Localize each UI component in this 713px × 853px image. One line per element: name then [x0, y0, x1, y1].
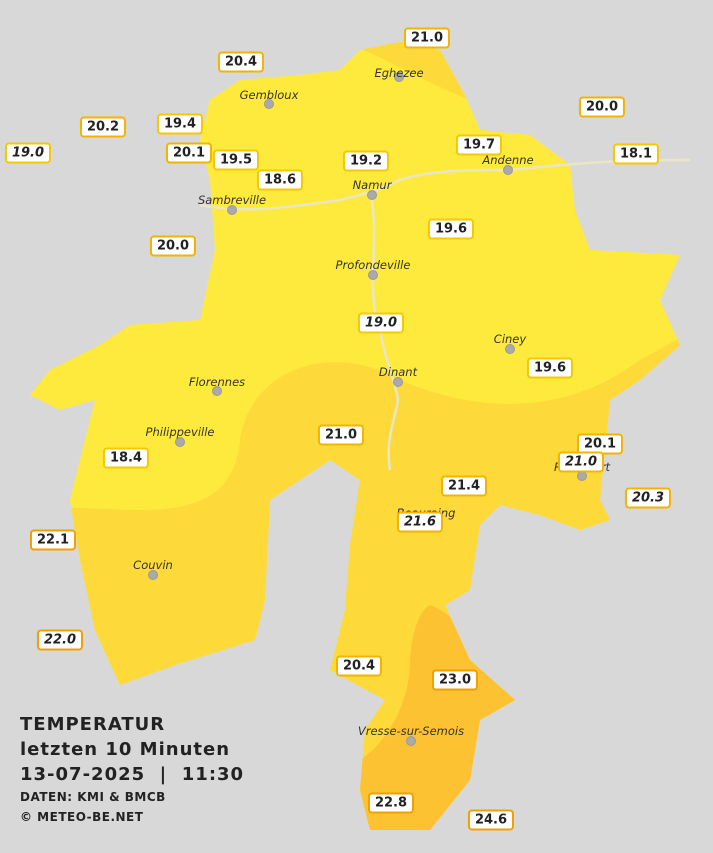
river — [199, 158, 691, 211]
city-dot — [175, 437, 185, 447]
station-value: 20.4 — [217, 51, 265, 73]
station-value: 18.6 — [256, 169, 304, 191]
title: TEMPERATUR — [20, 714, 166, 735]
river — [369, 194, 400, 471]
station-value: 20.3 — [624, 487, 672, 509]
station-value: 21.4 — [440, 475, 488, 497]
source: DATEN: KMI & BMCB — [20, 790, 166, 804]
city-dot — [367, 190, 377, 200]
city-label: Gembloux — [239, 88, 299, 102]
station-value: 22.1 — [29, 529, 77, 551]
station-value: 19.0 — [4, 142, 52, 164]
city-dot — [227, 205, 237, 215]
station-value: 19.5 — [212, 149, 260, 171]
city-dot — [393, 377, 403, 387]
legend-header: TEMPERATUR letzten 10 Minuten 13-07-2025… — [20, 712, 244, 827]
city-dot — [503, 165, 513, 175]
station-value: 18.4 — [102, 447, 150, 469]
station-value: 20.2 — [79, 116, 127, 138]
station-value: 19.0 — [357, 312, 405, 334]
station-value: 18.1 — [612, 143, 660, 165]
station-value: 21.0 — [403, 27, 451, 49]
city-label: Eghezee — [374, 66, 424, 80]
city-label: Andenne — [482, 153, 534, 167]
station-value: 19.6 — [427, 218, 475, 240]
station-value: 19.7 — [455, 134, 503, 156]
city-label: Vresse-sur-Semois — [357, 724, 465, 738]
station-value: 21.6 — [396, 511, 444, 533]
city-label: Sambreville — [197, 193, 267, 207]
city-label: Namur — [352, 178, 392, 192]
subtitle: letzten 10 Minuten — [20, 739, 231, 760]
city-dot — [212, 386, 222, 396]
station-value: 20.0 — [578, 96, 626, 118]
copyright: © METEO-BE.NET — [20, 810, 144, 824]
station-value: 21.0 — [317, 424, 365, 446]
station-value: 22.8 — [367, 792, 415, 814]
station-value: 21.0 — [557, 451, 605, 473]
station-value: 24.6 — [467, 809, 515, 831]
city-dot — [148, 570, 158, 580]
station-value: 23.0 — [431, 669, 479, 691]
city-dot — [394, 72, 404, 82]
station-value: 20.0 — [149, 235, 197, 257]
station-value: 19.6 — [526, 357, 574, 379]
city-label: Profondeville — [335, 258, 411, 272]
city-label: Ciney — [493, 332, 527, 346]
datetime: 13-07-2025 | 11:30 — [20, 764, 245, 785]
city-label: Couvin — [133, 558, 173, 572]
station-value: 19.4 — [156, 113, 204, 135]
station-value: 20.4 — [335, 655, 383, 677]
city-dot — [406, 736, 416, 746]
city-label: Philippeville — [145, 425, 215, 439]
city-label: Florennes — [188, 375, 246, 389]
city-dot — [264, 99, 274, 109]
city-label: Dinant — [378, 365, 418, 379]
city-dot — [368, 270, 378, 280]
station-value: 22.0 — [36, 629, 84, 651]
station-value: 19.2 — [342, 150, 390, 172]
city-dot — [505, 344, 515, 354]
station-value: 20.1 — [165, 142, 213, 164]
